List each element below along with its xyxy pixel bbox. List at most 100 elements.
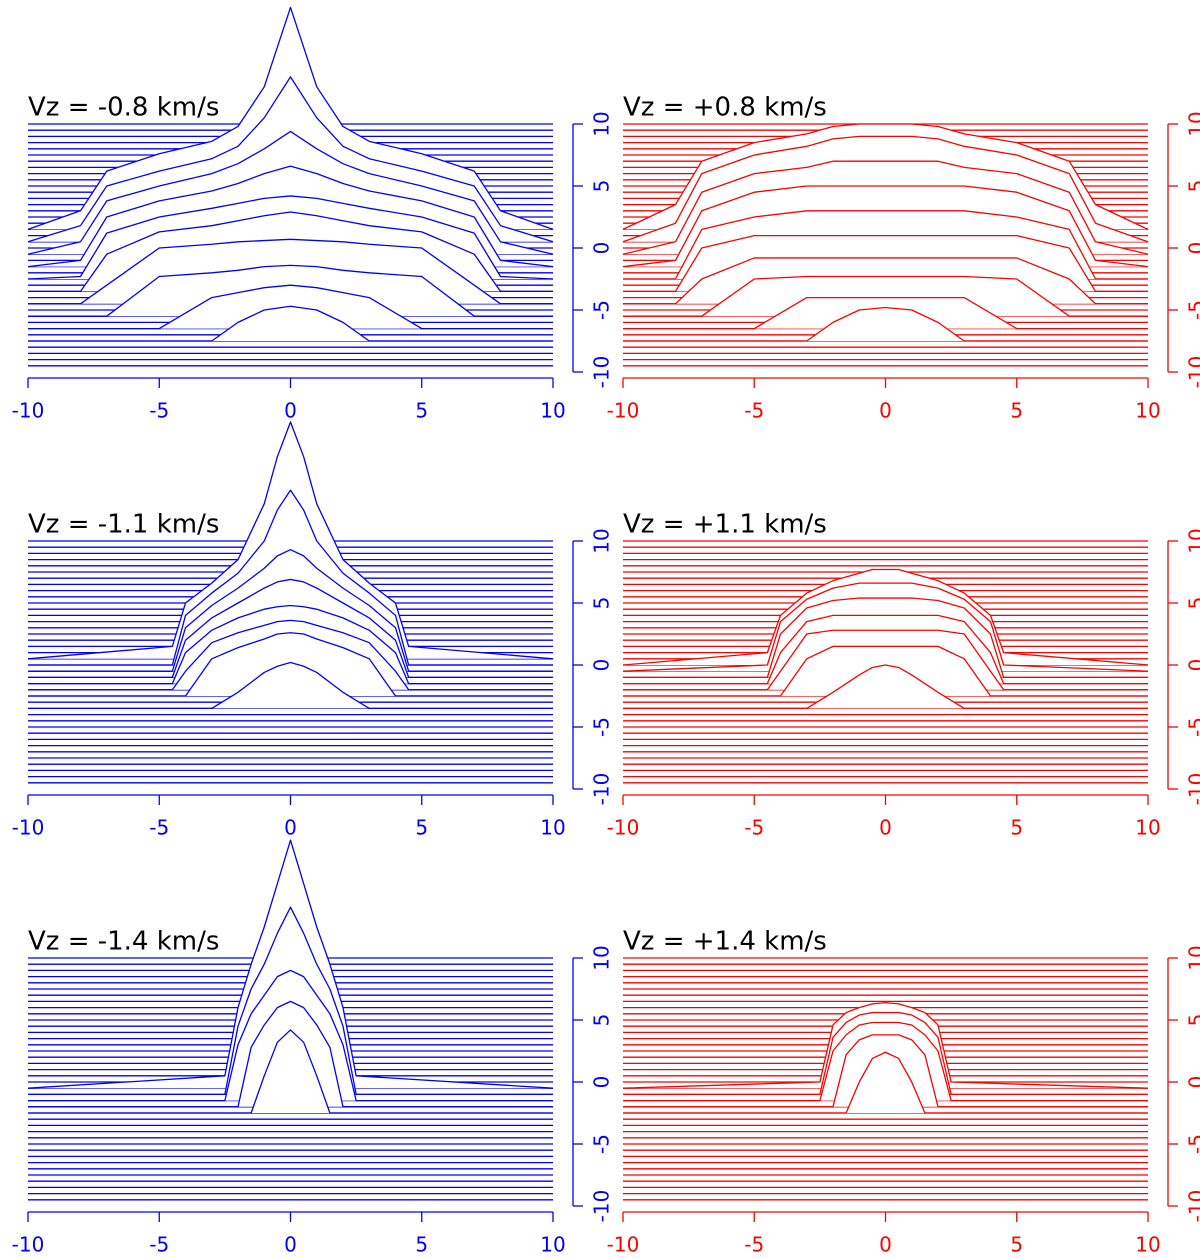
- y-tick-label: -10: [590, 356, 614, 389]
- profile-line: [623, 614, 1148, 685]
- x-tick-label: 10: [1135, 399, 1160, 423]
- y-tick-label: -5: [590, 717, 614, 737]
- y-tick-label: 0: [1185, 659, 1200, 672]
- profile-line: [28, 1000, 553, 1108]
- profile-line: [623, 664, 1148, 710]
- profile-line: [623, 1034, 1148, 1108]
- profile-line: [28, 284, 553, 330]
- panel: Vz = -1.4 km/s -10 -5 0 5 10 -10 -5 0 5 10: [12, 839, 614, 1257]
- panel-title: Vz = -1.4 km/s: [28, 927, 219, 957]
- y-tick-label: 5: [1185, 1014, 1200, 1027]
- profile-line: [28, 305, 553, 342]
- x-tick-label: -10: [607, 1233, 640, 1257]
- x-tick-label: 0: [284, 1233, 297, 1257]
- y-tick-label: 10: [590, 528, 614, 553]
- x-tick-label: -5: [149, 399, 169, 423]
- x-tick-label: -5: [149, 816, 169, 840]
- x-tick-label: -10: [12, 1233, 45, 1257]
- profile-line: [28, 661, 553, 710]
- panel: Vz = +1.4 km/s -10 -5 0 5 10 -10 -5 0 5 10: [607, 927, 1200, 1257]
- y-tick-label: 10: [590, 945, 614, 970]
- x-tick-label: 0: [879, 1233, 892, 1257]
- y-tick-label: -5: [590, 300, 614, 320]
- x-tick-label: 10: [1135, 1233, 1160, 1257]
- profile-line: [28, 632, 553, 697]
- y-tick-label: -10: [590, 1190, 614, 1223]
- profile-line: [28, 604, 553, 685]
- panel-title: Vz = +1.4 km/s: [623, 927, 827, 957]
- occlusion: [28, 1029, 553, 1113]
- x-tick-label: 0: [284, 816, 297, 840]
- profile-line: [28, 906, 553, 1096]
- profile-line: [28, 489, 553, 666]
- x-tick-label: 10: [540, 1233, 565, 1257]
- y-tick-label: -5: [1185, 300, 1200, 320]
- occlusion: [623, 276, 1148, 317]
- panel: Vz = -0.8 km/s -10 -5 0 5 10 -10 -5 0 5 10: [12, 6, 614, 423]
- profile-line: [622, 160, 1149, 255]
- profile-line: [27, 76, 554, 243]
- x-tick-label: -5: [744, 399, 764, 423]
- y-tick-label: -10: [1185, 1190, 1200, 1223]
- x-tick-label: -5: [744, 1233, 764, 1257]
- occlusion: [623, 1052, 1148, 1113]
- panel-title: Vz = +1.1 km/s: [623, 510, 827, 540]
- profile-line: [623, 645, 1148, 697]
- profile-line: [622, 185, 1149, 268]
- profile-line: [622, 123, 1149, 230]
- profile-line: [27, 839, 554, 1089]
- x-tick-label: 5: [415, 816, 428, 840]
- panel: Vz = -1.1 km/s -10 -5 0 5 10 -10 -5 0 5 10: [12, 421, 614, 840]
- x-tick-label: 0: [879, 399, 892, 423]
- profile-line: [28, 549, 553, 672]
- profile-line: [28, 264, 553, 317]
- profile-line: [623, 275, 1148, 317]
- panel-title: Vz = -1.1 km/s: [28, 510, 219, 540]
- profile-line: [28, 238, 553, 305]
- y-tick-label: 5: [590, 1014, 614, 1027]
- occlusion: [28, 662, 553, 709]
- profile-line: [623, 1051, 1148, 1114]
- profile-line: [28, 969, 553, 1102]
- y-tick-label: 10: [1185, 528, 1200, 553]
- x-tick-label: 5: [1010, 816, 1023, 840]
- x-tick-label: 10: [540, 399, 565, 423]
- y-tick-label: -5: [590, 1134, 614, 1154]
- y-tick-label: 10: [590, 111, 614, 136]
- y-tick-label: 0: [590, 242, 614, 255]
- occlusion: [28, 306, 553, 341]
- x-tick-label: 0: [879, 816, 892, 840]
- x-tick-label: 0: [284, 399, 297, 423]
- occlusion: [623, 665, 1148, 709]
- profile-line: [27, 130, 554, 255]
- profile-line: [28, 578, 553, 679]
- profile-line: [28, 211, 553, 293]
- y-tick-label: 5: [1185, 597, 1200, 610]
- profile-line: [623, 257, 1148, 305]
- y-tick-label: 5: [590, 180, 614, 193]
- x-tick-label: -5: [744, 816, 764, 840]
- profile-line: [28, 619, 553, 691]
- y-tick-label: 0: [590, 1076, 614, 1089]
- profile-line: [623, 1021, 1148, 1102]
- x-tick-label: 5: [415, 1233, 428, 1257]
- y-tick-label: -5: [1185, 717, 1200, 737]
- panel-title: Vz = +0.8 km/s: [623, 93, 827, 123]
- profile-line: [27, 6, 554, 231]
- y-tick-label: -10: [1185, 773, 1200, 806]
- x-tick-label: 10: [540, 816, 565, 840]
- profile-line: [622, 568, 1149, 666]
- profile-line: [27, 195, 554, 280]
- occlusion: [623, 307, 1148, 341]
- profile-line: [623, 597, 1148, 679]
- x-tick-label: -10: [12, 399, 45, 423]
- y-tick-label: 0: [1185, 242, 1200, 255]
- y-tick-label: -5: [1185, 1134, 1200, 1154]
- y-tick-label: -10: [590, 773, 614, 806]
- x-tick-label: 5: [415, 399, 428, 423]
- y-tick-label: 5: [1185, 180, 1200, 193]
- y-tick-label: 0: [590, 659, 614, 672]
- panel: Vz = +0.8 km/s -10 -5 0 5 10 -10 -5 0 5 10: [607, 93, 1200, 423]
- profile-line: [622, 1001, 1149, 1089]
